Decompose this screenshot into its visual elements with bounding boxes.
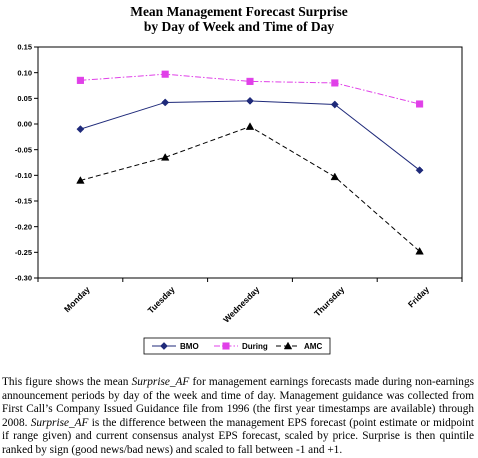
x-category-label: Monday — [62, 284, 92, 314]
data-point-during — [76, 76, 84, 84]
caption-segment: is the difference between the management… — [2, 416, 474, 456]
data-point-amc — [415, 246, 424, 255]
data-point-amc — [160, 153, 170, 161]
chart-title-line1: Mean Management Forecast Surprise — [130, 4, 348, 19]
data-point-during — [161, 70, 169, 78]
legend-marker-during — [222, 342, 230, 350]
caption-italic-term: Surprise_AF — [131, 376, 190, 388]
y-tick-label: -0.05 — [15, 145, 32, 154]
data-point-bmo — [246, 96, 254, 105]
y-tick-label: -0.25 — [15, 248, 32, 257]
legend-label-bmo: BMO — [180, 342, 199, 351]
y-tick-label: -0.10 — [15, 171, 32, 180]
data-point-amc — [245, 122, 255, 130]
legend-marker-amc — [283, 341, 293, 350]
y-tick-label: 0.10 — [17, 68, 32, 77]
y-tick-label: 0.05 — [17, 94, 32, 103]
chart-title-line2: by Day of Week and Time of Day — [143, 19, 335, 34]
x-category-label: Wednesday — [221, 284, 262, 325]
plot-area-border — [37, 46, 463, 279]
data-point-bmo — [415, 166, 424, 175]
y-tick-label: -0.30 — [15, 274, 32, 283]
series-line-amc — [80, 126, 420, 252]
data-point-bmo — [76, 125, 85, 134]
data-point-during — [416, 100, 424, 108]
y-tick-label: -0.20 — [15, 222, 32, 231]
legend-label-during: During — [242, 342, 268, 351]
legend-label-amc: AMC — [304, 342, 322, 351]
caption-segment: for management earnings forecasts made d… — [2, 376, 474, 429]
caption-text: This figure shows the mean Surprise_AF f… — [2, 376, 474, 458]
data-point-amc — [76, 176, 85, 184]
data-point-amc — [330, 172, 340, 181]
legend-marker-bmo — [160, 342, 168, 350]
x-category-label: Thursday — [312, 284, 346, 318]
y-tick-label: -0.15 — [15, 197, 32, 206]
caption-segment: This figure shows the mean — [2, 376, 132, 388]
x-category-label: Tuesday — [146, 284, 177, 315]
y-tick-label: 0.00 — [17, 120, 32, 129]
x-category-label: Friday — [406, 284, 431, 309]
data-point-bmo — [330, 100, 339, 109]
data-point-bmo — [161, 98, 170, 107]
y-tick-label: 0.15 — [17, 43, 32, 52]
data-point-during — [246, 77, 254, 85]
figure-caption: This figure shows the mean Surprise_AF f… — [2, 376, 474, 458]
caption-italic-term: Surprise_AF — [30, 416, 89, 429]
data-point-during — [331, 79, 339, 87]
series-line-bmo — [80, 100, 420, 171]
line-chart: 0.15 0.10 0.05 0.00 -0.05 -0.10 -0.15 -0.20 -0.2… — [15, 43, 463, 355]
